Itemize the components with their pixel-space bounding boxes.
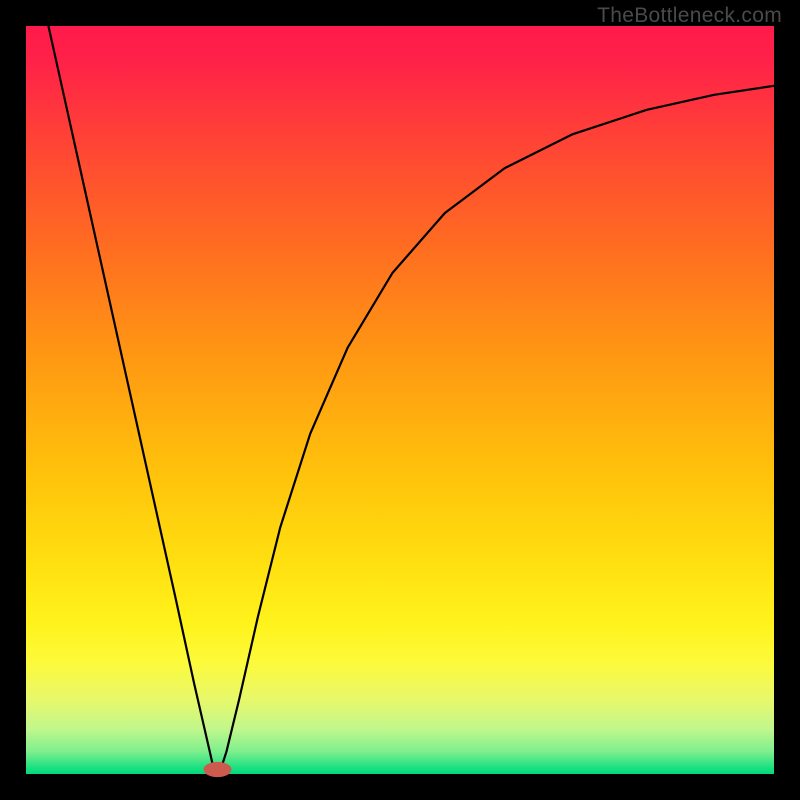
watermark-text: TheBottleneck.com — [597, 4, 782, 28]
bottleneck-gradient-chart — [0, 0, 800, 800]
minimum-marker — [204, 762, 231, 776]
chart-container: { "watermark": { "text": "TheBottleneck.… — [0, 0, 800, 800]
plot-background — [26, 26, 774, 774]
